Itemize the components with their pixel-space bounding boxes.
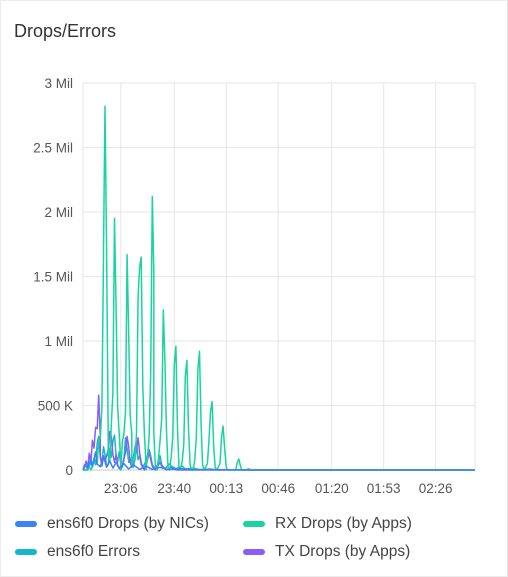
legend-label: ens6f0 Errors [47, 543, 141, 560]
legend-item-tx-drops[interactable]: TX Drops (by Apps) [243, 543, 483, 561]
legend-label: TX Drops (by Apps) [275, 543, 411, 560]
legend-swatch [243, 549, 265, 555]
chart-grid [82, 82, 476, 470]
x-tick-label: 23:40 [157, 481, 191, 496]
y-tick-label: 1 Mil [44, 334, 73, 349]
drops-errors-chart: 0 500 K 1 Mil 1.5 Mil 2 Mil 2.5 Mil 3 Mil 23:0… [33, 76, 476, 496]
chart-series [82, 105, 475, 471]
legend-item-rx-drops[interactable]: RX Drops (by Apps) [243, 515, 483, 533]
legend-swatch [15, 521, 37, 527]
x-tick-label: 01:20 [315, 481, 349, 496]
legend-swatch [243, 521, 265, 527]
y-axis: 0 500 K 1 Mil 1.5 Mil 2 Mil 2.5 Mil 3 Mil [33, 76, 73, 478]
x-tick-label: 23:06 [104, 481, 138, 496]
x-tick-label: 00:13 [209, 481, 243, 496]
y-tick-label: 0 [65, 463, 73, 478]
y-tick-label: 2 Mil [44, 205, 73, 220]
legend-label: ens6f0 Drops (by NICs) [47, 515, 209, 532]
legend-item-nic-errors[interactable]: ens6f0 Errors [15, 543, 243, 561]
x-tick-label: 02:26 [419, 481, 453, 496]
x-tick-label: 00:46 [261, 481, 295, 496]
y-tick-label: 2.5 Mil [33, 141, 73, 156]
y-tick-label: 3 Mil [44, 76, 73, 91]
series-line-0 [82, 451, 475, 471]
x-axis: 23:06 23:40 00:13 00:46 01:20 01:53 02:26 [83, 469, 475, 496]
series-line-3 [82, 394, 475, 471]
y-tick-label: 1.5 Mil [33, 270, 73, 285]
series-line-1 [83, 105, 475, 471]
legend-swatch [15, 549, 37, 555]
legend-label: RX Drops (by Apps) [275, 515, 412, 532]
legend-item-nic-drops[interactable]: ens6f0 Drops (by NICs) [15, 515, 243, 533]
x-tick-label: 01:53 [367, 481, 401, 496]
y-tick-label: 500 K [38, 399, 73, 414]
panel-title: Drops/Errors [14, 21, 117, 41]
chart-legend: ens6f0 Drops (by NICs) RX Drops (by Apps… [15, 515, 495, 561]
